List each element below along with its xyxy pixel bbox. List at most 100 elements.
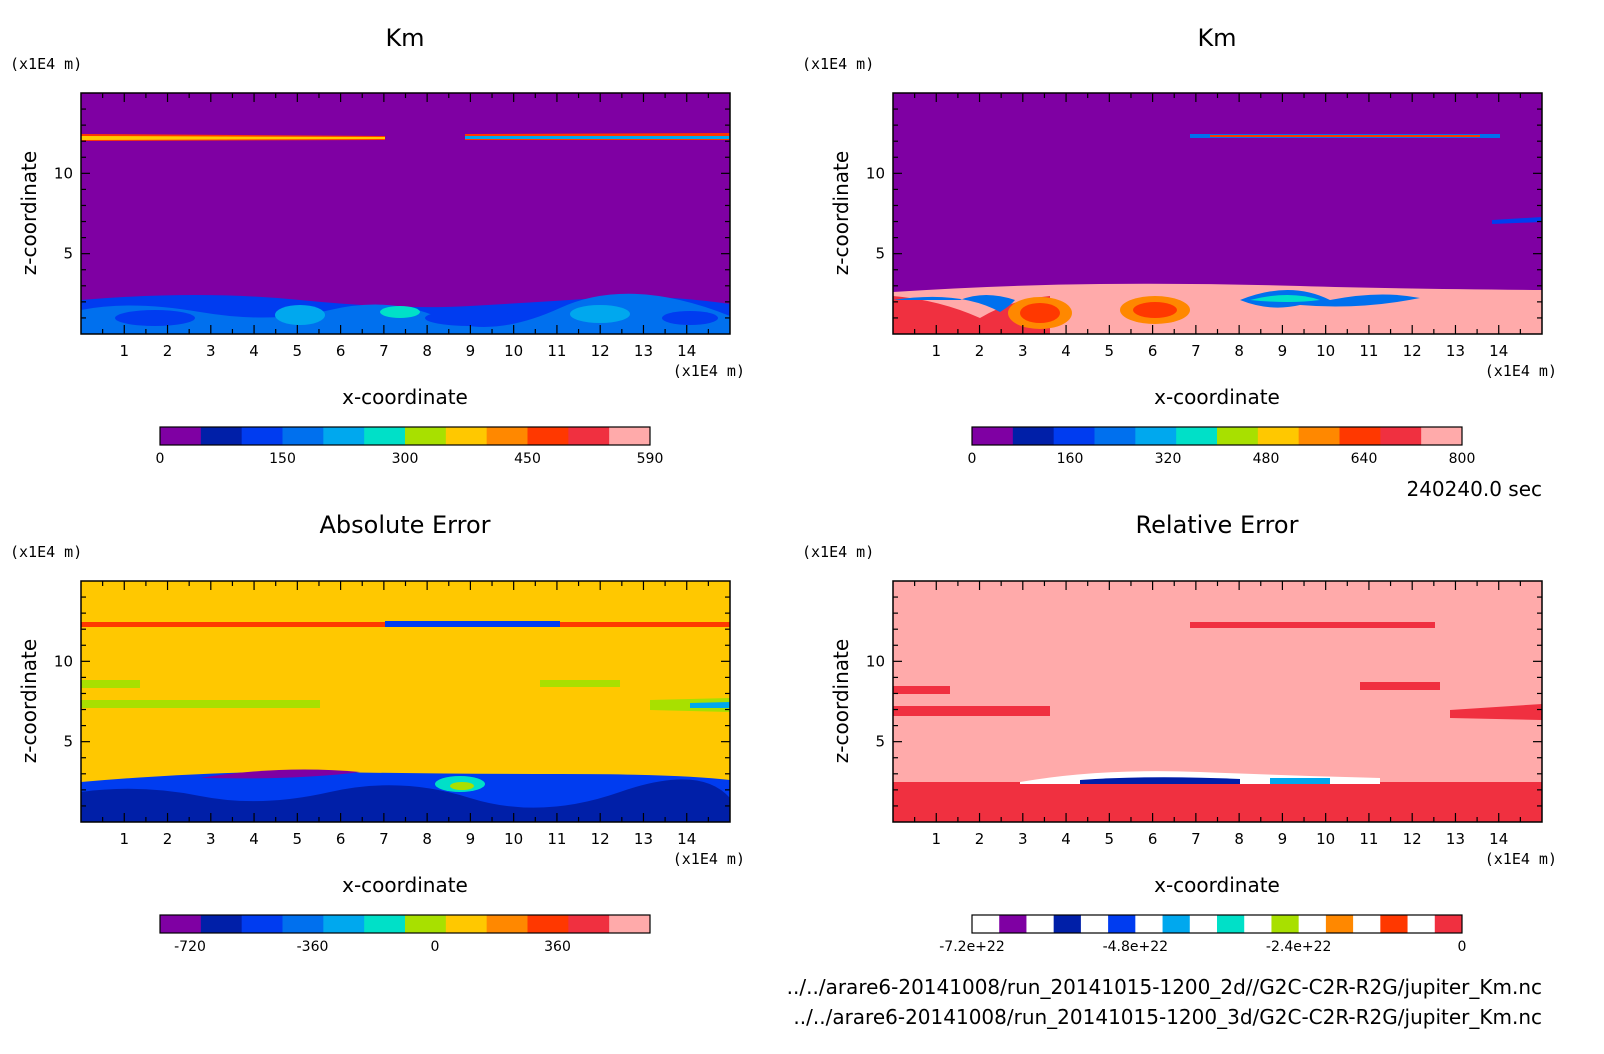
field-blob — [893, 295, 1015, 312]
field-band — [465, 136, 730, 139]
colorbar-segment — [568, 915, 610, 933]
y-axis-label: z-coordinate — [17, 639, 41, 763]
colorbar-segment — [1135, 427, 1177, 445]
colorbar-label: 300 — [392, 451, 419, 467]
x-tick-label: 7 — [379, 830, 389, 848]
x-tick-label: 13 — [634, 830, 653, 848]
field-blob — [540, 680, 620, 687]
colorbar-segment — [282, 427, 324, 445]
colorbar-segment — [1353, 915, 1381, 933]
y-unit-label: (x1E4 m) — [10, 55, 82, 73]
x-tick-label: 13 — [1446, 830, 1465, 848]
colorbar-segment — [1434, 915, 1463, 933]
panel-absolute-error: Absolute Error (x1E4 m) 1 2 3 4 5 6 7 8 9 10 11 12 1… — [10, 511, 745, 955]
x-tick-label: 12 — [1403, 830, 1422, 848]
field-blob — [1080, 777, 1240, 784]
colorbar-segment — [972, 427, 1014, 445]
panel-title: Relative Error — [1136, 511, 1299, 539]
colorbar-segment — [323, 915, 365, 933]
field-blob — [275, 305, 325, 325]
colorbar-segment — [160, 915, 202, 933]
colorbar-segment — [1271, 915, 1300, 933]
colorbar-segment — [527, 915, 569, 933]
file-path-3d: ../../arare6-20141008/run_20141015-1200_… — [793, 1005, 1542, 1029]
field-region-low — [893, 782, 1542, 822]
x-tick-label: 2 — [975, 830, 985, 848]
colorbar-frame — [159, 426, 651, 446]
x-tick-label: 5 — [293, 830, 303, 848]
x-tick-label: 6 — [336, 342, 346, 360]
colorbar-segment — [445, 915, 488, 933]
field-blob — [81, 680, 140, 688]
colorbar-segment — [1053, 915, 1082, 933]
colorbar-label: 800 — [1449, 451, 1476, 467]
x-tick-label: 10 — [504, 342, 523, 360]
y-axis-label: z-coordinate — [17, 151, 41, 275]
y-axis-label: z-coordinate — [829, 639, 853, 763]
x-tick-label: 14 — [1489, 830, 1508, 848]
x-axis-label: x-coordinate — [1154, 385, 1280, 409]
colorbar-segment — [1217, 427, 1259, 445]
colorbar-segment — [1108, 915, 1136, 933]
y-tick-label: 5 — [875, 245, 885, 263]
field-band — [385, 621, 560, 627]
x-tick-label: 9 — [466, 830, 476, 848]
colorbar-segment — [609, 427, 651, 445]
x-tick-label: 14 — [677, 830, 696, 848]
y-tick-label: 10 — [866, 164, 885, 182]
x-tick-label: 7 — [1191, 342, 1201, 360]
x-axis-label: x-coordinate — [342, 385, 468, 409]
x-tick-label: 8 — [422, 342, 432, 360]
field-region-low — [81, 779, 730, 822]
colorbar-segment — [364, 915, 406, 933]
x-tick-label: 6 — [336, 830, 346, 848]
colorbar-label: 0 — [156, 451, 165, 467]
colorbar-label: 360 — [544, 939, 571, 955]
x-tick-label: 10 — [504, 830, 523, 848]
colorbar-segment — [1176, 427, 1218, 445]
colorbar-segment — [241, 427, 283, 445]
colorbar: 0 150 300 450 590 — [156, 426, 663, 467]
x-tick-label: 6 — [1148, 342, 1158, 360]
x-tick-label: 1 — [931, 342, 941, 360]
colorbar-label: 0 — [431, 939, 440, 955]
field-blob — [1133, 302, 1177, 318]
colorbar-label: 320 — [1155, 451, 1182, 467]
colorbar-segment — [1407, 915, 1436, 933]
x-tick-label: 5 — [293, 342, 303, 360]
y-axis-label: z-coordinate — [829, 151, 853, 275]
field-region-low — [893, 296, 1050, 334]
field-blob — [662, 311, 718, 325]
colorbar-segment — [1298, 915, 1327, 933]
colorbar-segment — [364, 427, 406, 445]
field-blob — [893, 706, 1050, 716]
field-band — [1492, 217, 1542, 224]
x-tick-label: 14 — [1489, 342, 1508, 360]
x-tick-label: 3 — [206, 830, 216, 848]
x-tick-label: 6 — [1148, 830, 1158, 848]
x-tick-label: 7 — [379, 342, 389, 360]
colorbar-segment — [527, 427, 569, 445]
colorbar-label: 640 — [1351, 451, 1378, 467]
x-unit-label: (x1E4 m) — [1485, 362, 1557, 380]
colorbar-segment — [200, 427, 243, 445]
colorbar-segment — [1380, 915, 1409, 933]
x-axis-label: x-coordinate — [1154, 873, 1280, 897]
heatmap-field — [81, 93, 730, 334]
x-unit-label: (x1E4 m) — [673, 850, 745, 868]
colorbar-segment — [609, 915, 651, 933]
colorbar-segment — [1339, 427, 1381, 445]
colorbar-segment — [323, 427, 365, 445]
colorbar: -7.2e+22 -4.8e+22 -2.4e+22 0 — [939, 914, 1466, 955]
x-tick-label: 14 — [677, 342, 696, 360]
colorbar-label: 450 — [514, 451, 541, 467]
field-blob — [690, 702, 730, 708]
colorbar-segment — [1012, 427, 1055, 445]
colorbar-frame — [971, 914, 1463, 934]
x-tick-label: 12 — [591, 830, 610, 848]
y-tick-label: 10 — [54, 164, 73, 182]
colorbar-label: -7.2e+22 — [939, 939, 1004, 955]
